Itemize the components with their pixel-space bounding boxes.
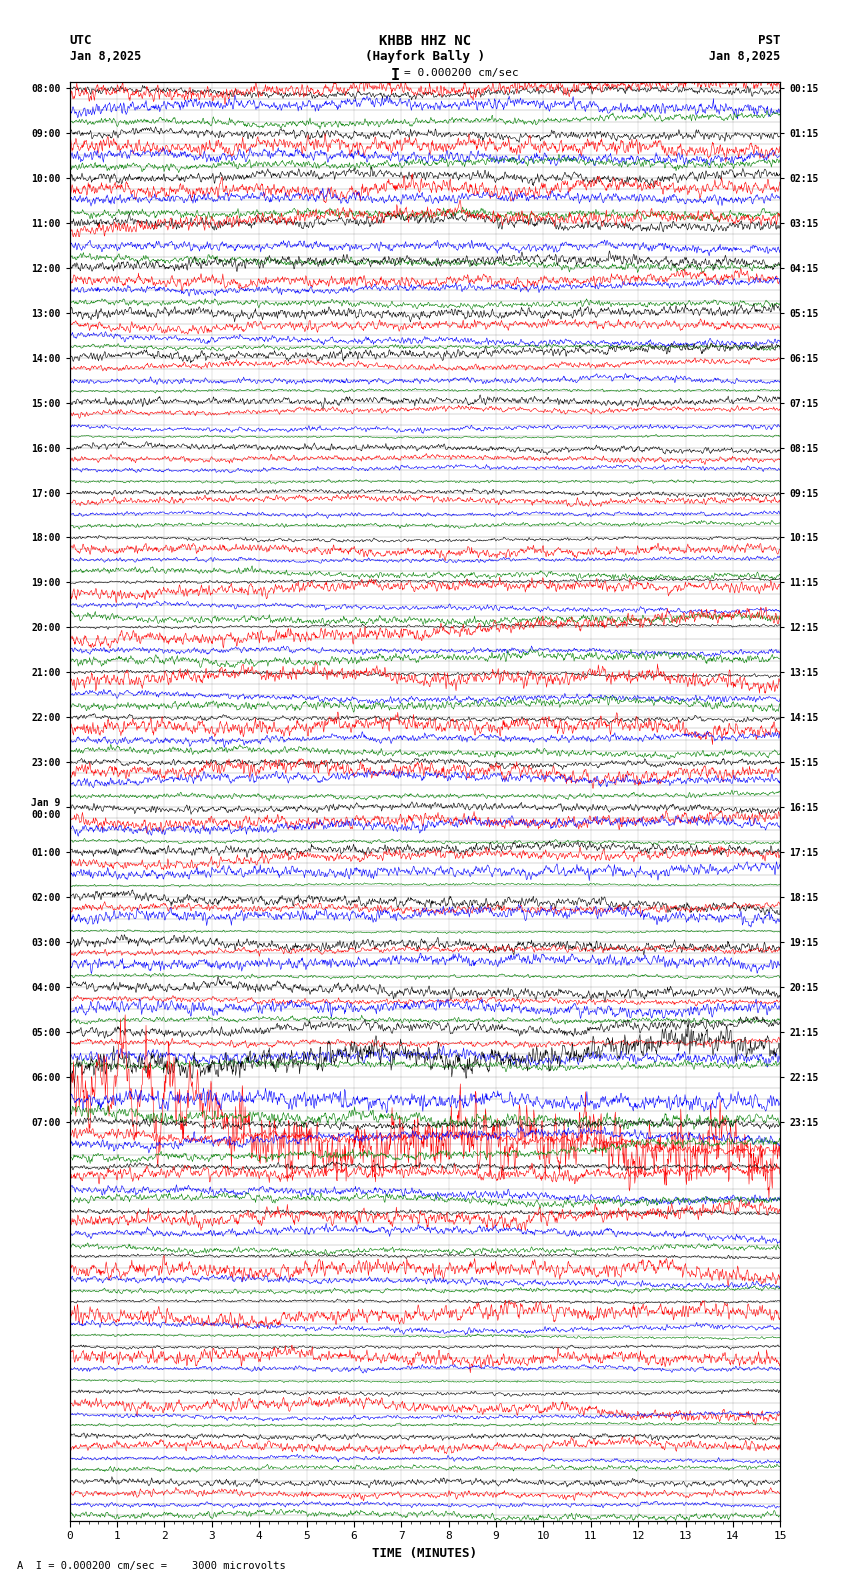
Text: PST: PST (758, 33, 780, 48)
Text: Jan 8,2025: Jan 8,2025 (709, 49, 780, 63)
X-axis label: TIME (MINUTES): TIME (MINUTES) (372, 1546, 478, 1560)
Text: KHBB HHZ NC: KHBB HHZ NC (379, 33, 471, 48)
Text: UTC: UTC (70, 33, 92, 48)
Text: = 0.000200 cm/sec: = 0.000200 cm/sec (404, 68, 518, 78)
Text: Jan 8,2025: Jan 8,2025 (70, 49, 141, 63)
Text: I: I (390, 68, 400, 82)
Text: (Hayfork Bally ): (Hayfork Bally ) (365, 49, 485, 63)
Text: A  I = 0.000200 cm/sec =    3000 microvolts: A I = 0.000200 cm/sec = 3000 microvolts (17, 1562, 286, 1571)
